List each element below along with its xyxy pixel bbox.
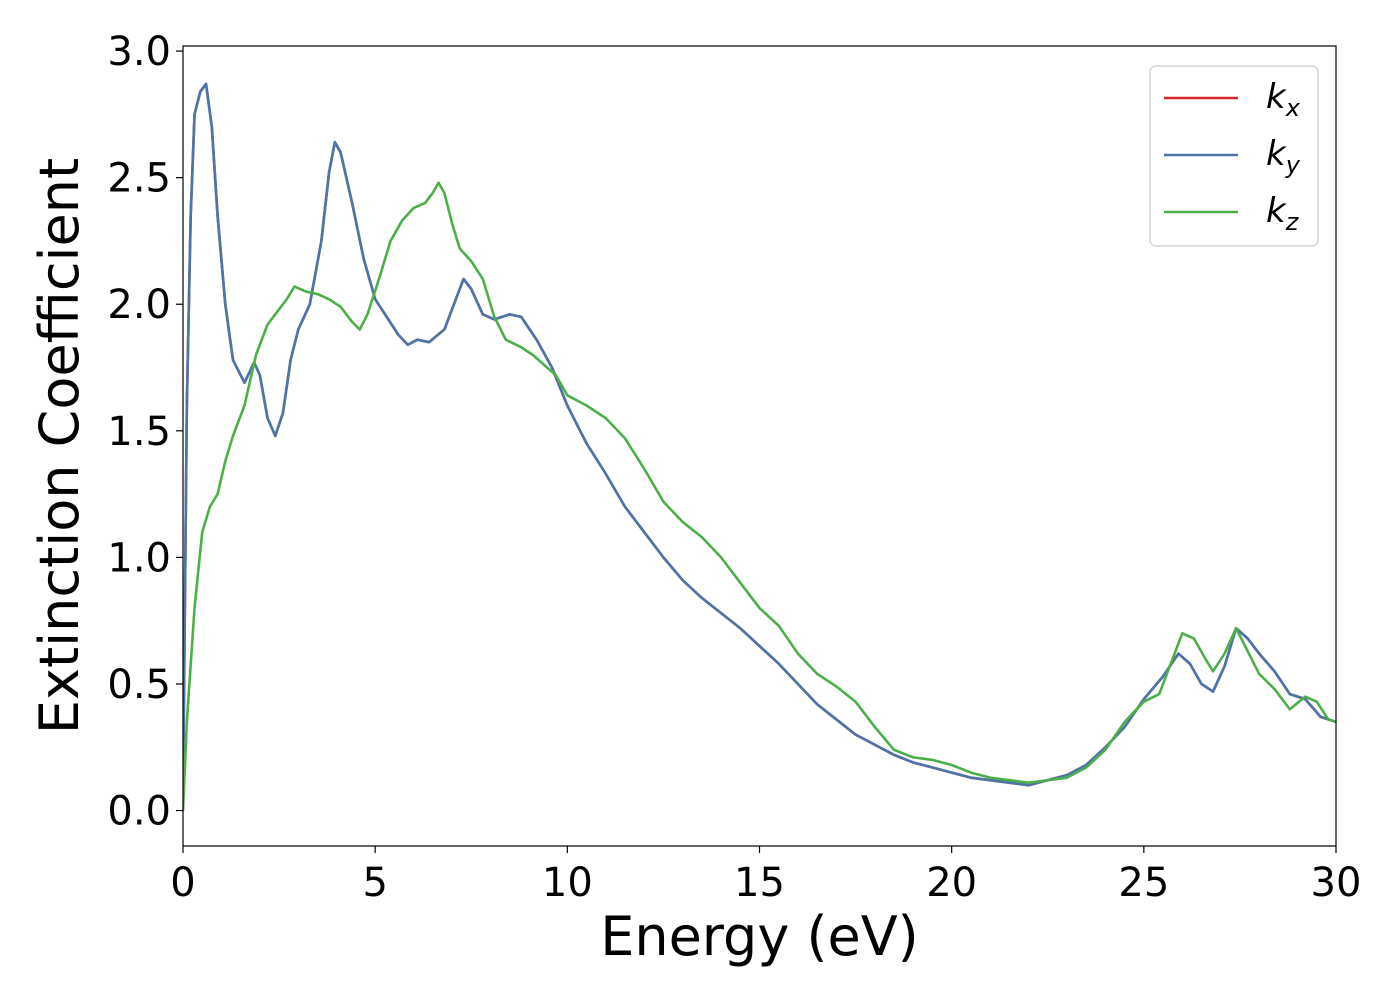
legend-label-ky: ky xyxy=(1266,134,1301,179)
legend-label-kz: kz xyxy=(1266,191,1300,236)
legend-label-subscript: y xyxy=(1285,151,1301,179)
y-axis: 0.0 0.5 1.0 1.5 2.0 2.5 3.0 xyxy=(107,29,183,835)
series-layer xyxy=(183,82,1336,812)
x-axis-label: Energy (eV) xyxy=(600,905,919,968)
x-tick-label: 5 xyxy=(362,860,387,906)
x-tick-label: 0 xyxy=(170,860,195,906)
y-tick-label: 1.5 xyxy=(107,409,171,455)
legend-label-subscript: z xyxy=(1285,208,1300,236)
legend-label-base: k xyxy=(1266,77,1287,117)
x-axis: 0 5 10 15 20 25 30 xyxy=(170,846,1361,906)
legend-label-subscript: x xyxy=(1285,94,1301,122)
y-axis-label: Extinction Coefficient xyxy=(28,158,91,734)
y-tick-label: 0.0 xyxy=(107,789,171,835)
x-tick-label: 30 xyxy=(1311,860,1362,906)
x-tick-label: 20 xyxy=(926,860,977,906)
legend-label-base: k xyxy=(1266,134,1287,174)
x-tick-label: 10 xyxy=(542,860,593,906)
y-tick-label: 3.0 xyxy=(107,29,171,75)
series-line-kz xyxy=(183,181,1336,812)
x-tick-label: 15 xyxy=(734,860,785,906)
x-tick-label: 25 xyxy=(1118,860,1169,906)
y-tick-label: 1.0 xyxy=(107,535,171,581)
y-tick-label: 2.5 xyxy=(107,156,171,202)
y-tick-label: 0.5 xyxy=(107,662,171,708)
legend-label-kx: kx xyxy=(1266,77,1301,122)
legend-label-base: k xyxy=(1266,191,1287,231)
y-tick-label: 2.0 xyxy=(107,282,171,328)
